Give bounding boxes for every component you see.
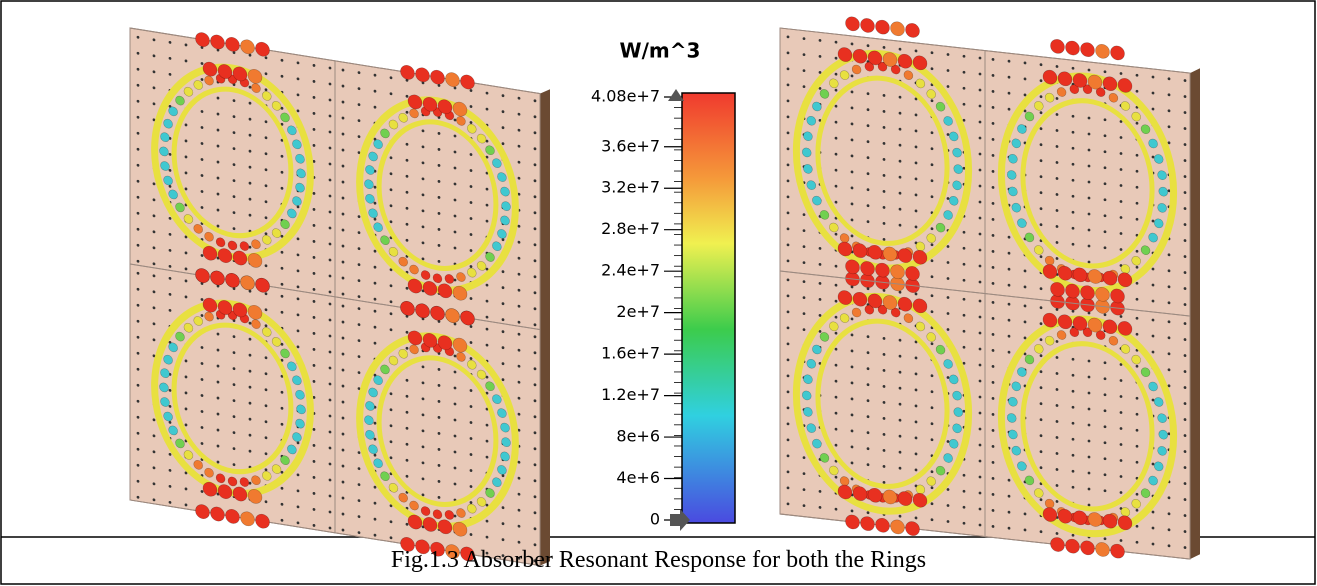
field-dot — [891, 21, 905, 37]
field-dot — [1081, 42, 1095, 58]
caption: Fig.1.3 Absorber Resonant Response for b… — [0, 537, 1317, 586]
field-dot — [1111, 45, 1125, 61]
field-dot — [1066, 40, 1080, 56]
right-absorber — [780, 9, 1200, 567]
colorbar-tick-label: 8e+6 — [616, 427, 660, 446]
figure-graphic: W/m^3 4.08e+7 3.6e+7 3.2e+7 2.8e+7 2.4e+7 2e+… — [0, 0, 1317, 586]
colorbar-tick-label: 3.6e+7 — [601, 136, 660, 155]
field-dot — [906, 23, 920, 39]
field-dot — [846, 16, 860, 32]
field-dot — [876, 19, 890, 35]
colorbar-tick-label: 4e+6 — [616, 468, 660, 487]
colorbar-tick-label: 2e+7 — [616, 302, 660, 321]
colorbar-tick-label: 0 — [650, 510, 660, 529]
plate-edge — [540, 88, 550, 568]
colorbar-tick-label: 1.6e+7 — [601, 344, 660, 363]
colorbar-tick-label: 4.08e+7 — [591, 87, 660, 106]
colorbar-tick-label: 2.8e+7 — [601, 219, 660, 238]
field-dot — [1051, 39, 1065, 55]
colorbar — [682, 93, 735, 523]
field-dot — [861, 18, 875, 34]
colorbar-unit: W/m^3 — [620, 39, 701, 63]
left-absorber — [130, 21, 550, 574]
colorbar-tick-label: 3.2e+7 — [601, 178, 660, 197]
field-dot — [1096, 44, 1110, 60]
plate-edge — [1190, 67, 1200, 560]
colorbar-tick-label: 2.4e+7 — [601, 261, 660, 280]
figure: W/m^3 4.08e+7 3.6e+7 3.2e+7 2.8e+7 2.4e+7 2e+… — [0, 0, 1317, 586]
colorbar-tick-label: 1.2e+7 — [601, 385, 660, 404]
